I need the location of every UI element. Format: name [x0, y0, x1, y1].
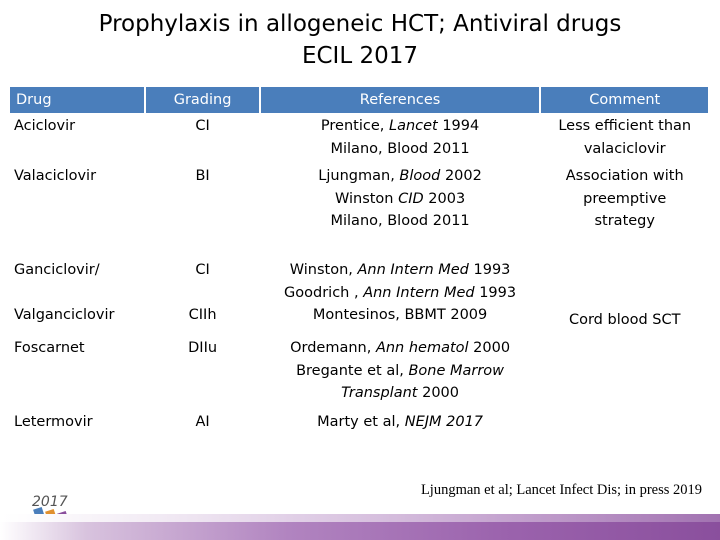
- references-cell: Prentice, Lancet 1994 Milano, Blood 2011: [260, 115, 540, 163]
- title-line-1: Prophylaxis in allogeneic HCT; Antiviral…: [98, 11, 622, 37]
- reference-line: Winston, Ann Intern Med 1993: [265, 259, 536, 282]
- reference-line: Transplant 2000: [265, 382, 536, 405]
- comment-line: valaciclovir: [583, 140, 666, 157]
- reference-line: Milano, Blood 2011: [330, 140, 470, 157]
- table-row: Valaciclovir BI Ljungman, Blood 2002 Win…: [10, 165, 708, 257]
- citation: Ljungman et al; Lancet Infect Dis; in pr…: [420, 482, 702, 498]
- reference-author: Bregante et al,: [296, 362, 409, 379]
- header-comment: Comment: [541, 87, 708, 113]
- table-row: Ganciclovir/ Valganciclovir CI CIIh Wins…: [10, 259, 708, 335]
- comment-line: Association with: [565, 168, 684, 184]
- drug-name: Valganciclovir: [14, 306, 115, 323]
- grading-value: AI: [195, 414, 210, 430]
- reference-author: Ljungman,: [318, 168, 400, 184]
- grading-cell: AI: [146, 411, 259, 441]
- table-row: Aciclovir CI Prentice, Lancet 1994 Milan…: [10, 115, 708, 163]
- reference-author: Ordemann,: [290, 340, 376, 356]
- drug-name: Valaciclovir: [14, 168, 97, 184]
- comment-line: strategy: [594, 213, 655, 229]
- reference-journal: Lancet: [388, 118, 438, 134]
- reference-author: Winston,: [289, 262, 358, 278]
- comment-line: Less efficient than: [558, 118, 692, 134]
- footer-band: [0, 514, 720, 540]
- grading-cell: CI CIIh: [146, 259, 259, 335]
- reference-journal: CID: [398, 190, 424, 207]
- reference-journal: Ann Intern Med: [363, 284, 475, 301]
- header-references: References: [260, 87, 540, 113]
- reference-line: Winston CID 2003: [265, 188, 536, 211]
- reference-year: 2003: [423, 190, 466, 207]
- comment-cell: [541, 411, 708, 441]
- comment-cell: [541, 337, 708, 409]
- reference-year: 1993: [474, 284, 517, 301]
- drug-cell: Ganciclovir/ Valganciclovir: [10, 259, 145, 335]
- drug-cell: Valaciclovir: [10, 165, 145, 257]
- comment-cell: Association with preemptive strategy: [541, 165, 708, 257]
- grading-cell: BI: [146, 165, 259, 257]
- comment-cell: Less efficient than valaciclovir: [541, 115, 708, 163]
- drug-name: Ganciclovir/: [14, 262, 100, 278]
- logo-year: 2017: [32, 494, 68, 510]
- grading-value: DIIu: [188, 340, 218, 356]
- reference-author: Goodrich ,: [284, 284, 364, 301]
- drug-name: Aciclovir: [14, 118, 76, 134]
- reference-year: 2000: [417, 385, 459, 401]
- grading-value: CI: [195, 262, 210, 278]
- reference-year: 2000: [468, 340, 511, 356]
- references-cell: Marty et al, NEJM 2017: [260, 411, 540, 441]
- spacer: [150, 282, 254, 290]
- comment-line: Cord blood SCT: [568, 311, 681, 328]
- grading-cell: CI: [146, 115, 259, 163]
- reference-journal: Bone Marrow: [408, 362, 505, 379]
- grading-value: CIIh: [188, 306, 217, 323]
- comment-cell: Cord blood SCT: [541, 259, 708, 335]
- reference-line: Bregante et al, Bone Marrow: [265, 360, 536, 383]
- reference-author: Prentice,: [320, 118, 389, 134]
- references-cell: Ljungman, Blood 2002 Winston CID 2003 Mi…: [260, 165, 540, 257]
- reference-journal: Ann Intern Med: [357, 262, 469, 278]
- drug-name: Letermovir: [14, 414, 93, 430]
- grading-cell: DIIu: [146, 337, 259, 409]
- antiviral-table: Drug Grading References Comment Aciclovi…: [8, 85, 710, 443]
- reference-journal: Transplant: [341, 385, 418, 401]
- drug-cell: Letermovir: [10, 411, 145, 441]
- table-header-row: Drug Grading References Comment: [10, 87, 708, 113]
- reference-line: Ordemann, Ann hematol 2000: [265, 337, 536, 360]
- spacer: [14, 282, 140, 290]
- table-row: Foscarnet DIIu Ordemann, Ann hematol 200…: [10, 337, 708, 409]
- drug-cell: Foscarnet: [10, 337, 145, 409]
- reference-line: Ljungman, Blood 2002: [265, 165, 536, 188]
- drug-cell: Aciclovir: [10, 115, 145, 163]
- reference-journal: NEJM 2017: [404, 414, 484, 430]
- reference-line: Montesinos, BBMT 2009: [312, 307, 488, 323]
- reference-line: Prentice, Lancet 1994: [265, 115, 536, 138]
- slide-title: Prophylaxis in allogeneic HCT; Antiviral…: [0, 8, 720, 72]
- reference-journal: Blood: [399, 168, 441, 184]
- drug-name: Foscarnet: [14, 340, 85, 356]
- reference-author: Marty et al,: [317, 414, 405, 430]
- reference-year: 2002: [440, 168, 482, 184]
- reference-line: Milano, Blood 2011: [330, 213, 470, 229]
- title-line-2: ECIL 2017: [301, 43, 419, 69]
- reference-journal: Ann hematol: [375, 340, 469, 356]
- comment-line: preemptive: [583, 190, 667, 207]
- reference-author: Winston: [334, 190, 399, 207]
- reference-line: Goodrich , Ann Intern Med 1993: [265, 282, 536, 305]
- references-cell: Winston, Ann Intern Med 1993 Goodrich , …: [260, 259, 540, 335]
- table-row: Letermovir AI Marty et al, NEJM 2017: [10, 411, 708, 441]
- reference-year: 1993: [468, 262, 511, 278]
- header-grading: Grading: [146, 87, 259, 113]
- reference-line: Marty et al, NEJM 2017: [265, 411, 536, 434]
- header-drug: Drug: [10, 87, 145, 113]
- reference-year: 1994: [437, 118, 480, 134]
- grading-value: BI: [195, 168, 210, 184]
- grading-value: CI: [195, 118, 210, 134]
- references-cell: Ordemann, Ann hematol 2000 Bregante et a…: [260, 337, 540, 409]
